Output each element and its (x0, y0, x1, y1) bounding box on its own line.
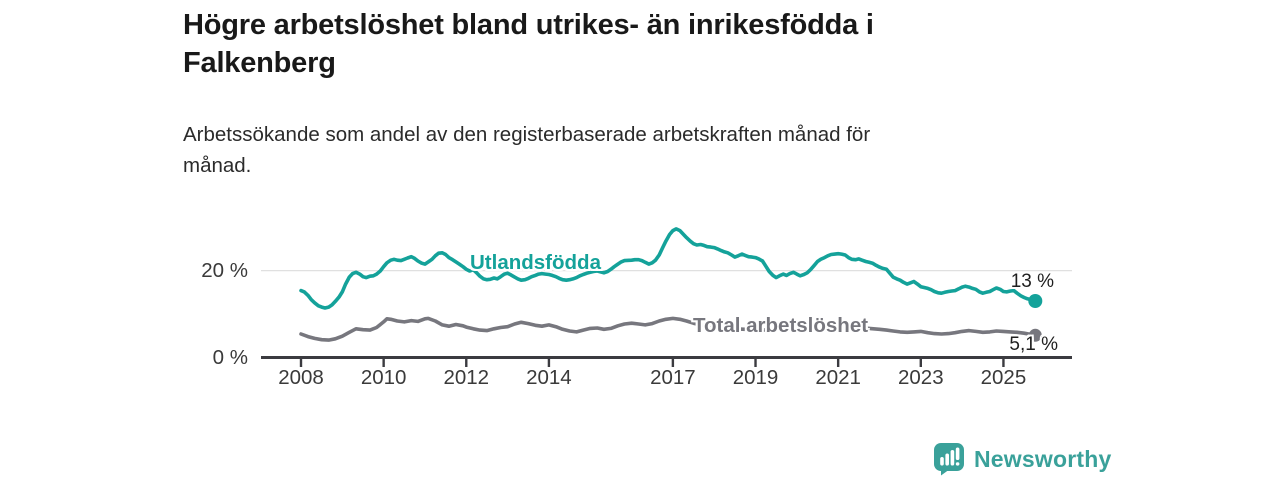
series-end-dot-1 (1028, 328, 1042, 342)
series-line-1 (299, 316, 1038, 342)
bar-chart-speech-bubble-icon (934, 443, 964, 476)
brand-name: Newsworthy (974, 445, 1112, 472)
page-title-line-1: Högre arbetslöshet bland utrikes- än inr… (183, 9, 874, 41)
series-line-0 (299, 227, 1038, 310)
page-title-line-2: Falkenberg (183, 47, 336, 79)
page-title: Högre arbetslöshet bland utrikes- än inr… (183, 6, 874, 82)
chart-subtitle: Arbetssökande som andel av den registerb… (183, 119, 870, 181)
newsworthy-brand: Newsworthy (933, 442, 1111, 476)
chart-subtitle-line-1: Arbetssökande som andel av den registerb… (183, 123, 871, 146)
series-end-dot-0 (1028, 294, 1043, 308)
chart-subtitle-line-2: månad. (183, 154, 252, 177)
